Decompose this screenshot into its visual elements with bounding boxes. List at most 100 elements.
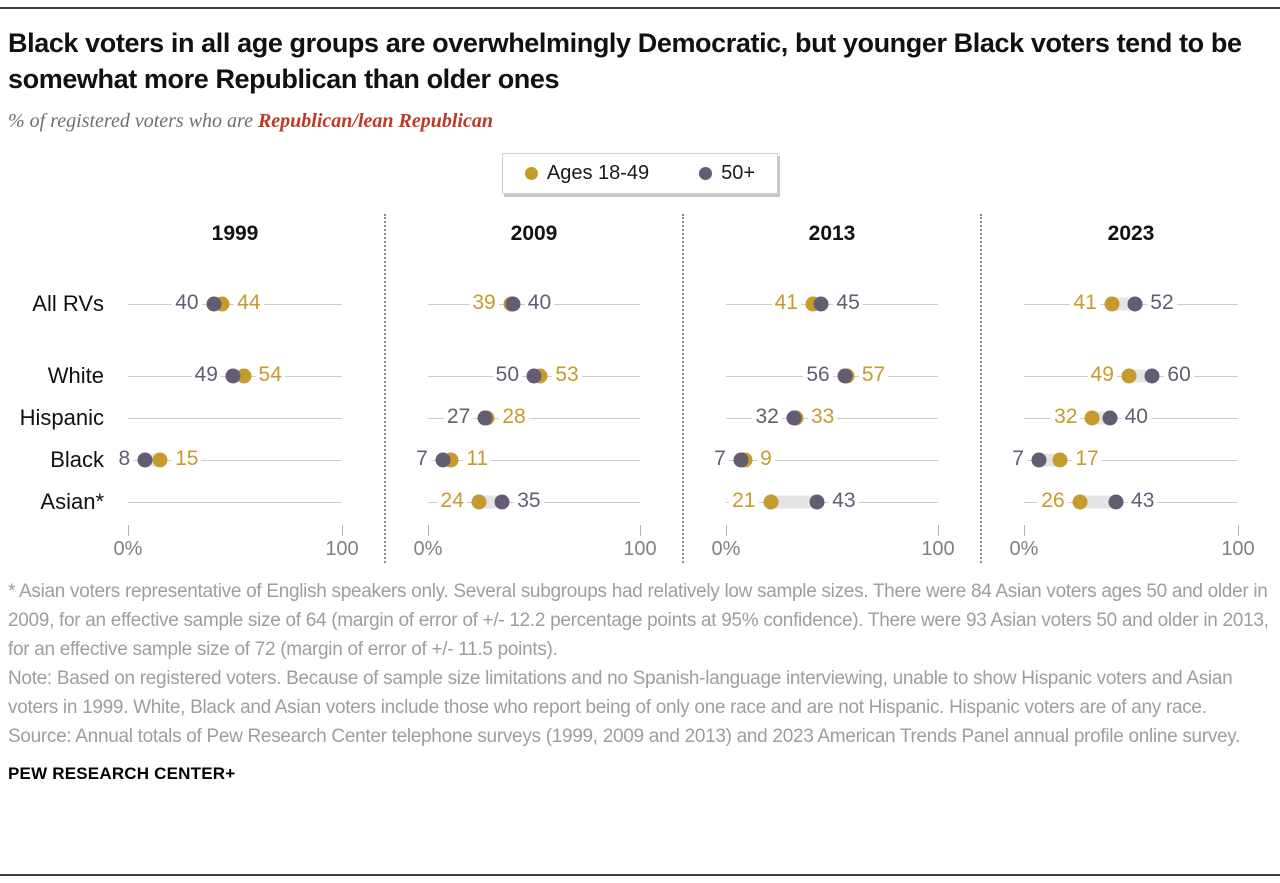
dot-ages-50-plus [526,368,542,384]
row-label-hispanic: Hispanic [19,405,104,430]
panel-year-header: 1999 [211,222,259,245]
dot-ages-50-plus [786,410,802,426]
value-label-ages-18-49: 9 [757,446,775,472]
row-label-asian-: Asian* [40,489,104,514]
dot-ages-50-plus [1127,296,1143,312]
axis-tick [1024,525,1025,536]
footnotes: * Asian voters representative of English… [0,577,1280,751]
panel-year-header: 2023 [1107,222,1155,245]
footnote-asterisk: * Asian voters representative of English… [8,581,1269,660]
legend-dot-50-plus-icon [699,167,713,180]
value-label-ages-50-plus: 35 [514,488,544,514]
value-label-ages-50-plus: 7 [1009,446,1027,472]
dot-ages-50-plus [225,368,241,384]
value-label-ages-18-49: 41 [1070,290,1100,316]
row-label-white: White [47,363,104,388]
connector-band [770,495,818,509]
panel-year-header: 2009 [510,222,558,245]
legend-dot-ages-18-49-icon [524,167,538,180]
axis-line [1024,459,1238,461]
dot-ages-18-49 [471,494,487,510]
value-label-ages-50-plus: 56 [803,362,833,388]
axis-line [128,417,342,419]
dot-row-2013-asian-: 21 43 [726,481,938,523]
connector-band [1079,495,1116,509]
dot-row-1999-hispanic [128,397,342,439]
value-label-ages-50-plus: 45 [833,290,863,316]
axis-tick [726,525,727,536]
value-label-ages-18-49: 41 [771,290,801,316]
axis-tick-label: 100 [325,538,359,560]
value-label-ages-50-plus: 40 [524,290,555,316]
axis-tick-label: 100 [921,538,955,560]
value-label-ages-18-49: 49 [1087,362,1117,388]
value-label-ages-50-plus: 43 [1128,488,1158,514]
axis-tick [342,525,343,536]
subtitle-highlight: Republican/lean Republican [257,110,493,132]
dot-ages-50-plus [435,452,451,468]
value-label-ages-18-49: 28 [499,404,529,430]
value-label-ages-18-49: 15 [172,446,202,472]
axis-tick-label: 0% [1009,538,1039,560]
dot-row-2013-hispanic: 32 33 [726,397,938,439]
dot-row-2013-all-rvs: 41 45 [726,283,938,325]
dot-ages-50-plus [733,452,749,468]
dot-row-2023-white: 49 60 [1024,355,1238,397]
dot-row-2009-asian-: 24 35 [428,481,640,523]
dot-ages-18-49 [1084,410,1100,426]
dot-ages-18-49 [1072,494,1088,510]
x-axis: 0% 100 [114,523,359,563]
axis-tick-label: 0% [711,538,741,560]
bottom-divider [0,874,1280,876]
dot-row-1999-asian- [128,481,342,523]
footnote-note: Note: Based on registered voters. Becaus… [8,668,1233,718]
dot-row-2009-black: 7 11 [413,439,640,481]
dot-row-2009-all-rvs: 39 40 [428,283,640,325]
legend-label-ages-18-49: Ages 18-49 [546,162,650,184]
dot-row-1999-all-rvs: 40 44 [128,283,342,325]
axis-line [428,459,640,461]
dot-ages-50-plus [1031,452,1047,468]
value-label-ages-50-plus: 32 [752,404,782,430]
subtitle-prefix: % of registered voters who are [8,110,258,132]
dot-row-2023-hispanic: 32 40 [1024,397,1238,439]
axis-line [428,417,640,419]
dot-row-2009-hispanic: 27 28 [428,397,640,439]
value-label-ages-50-plus: 8 [115,446,134,472]
dot-ages-50-plus [494,494,510,510]
value-label-ages-50-plus: 52 [1147,290,1177,316]
value-label-ages-18-49: 33 [807,404,838,430]
dot-ages-50-plus [809,494,825,510]
dot-ages-50-plus [477,410,493,426]
panel-2013: 2013 41 45 56 57 32 33 7 9 21 43 0% 100 [682,214,980,563]
dot-row-2023-asian-: 26 43 [1024,481,1238,523]
value-label-ages-50-plus: 7 [711,446,729,472]
chart-title: Black voters in all age groups are overw… [8,28,1242,94]
axis-tick [128,525,129,536]
axis-tick-label: 0% [413,538,443,560]
x-axis: 0% 100 [1010,523,1255,563]
value-label-ages-50-plus: 27 [443,404,474,430]
axis-tick [640,525,641,536]
panel-1999: 1999 40 44 49 54 8 15 0% 100 [114,214,384,563]
axis-tick [938,525,939,536]
row-label-black: Black [50,447,104,472]
value-label-ages-18-49: 21 [729,488,759,514]
row-label-column: All RVs White Hispanic Black Asian* [0,214,128,563]
footnote-source: Source: Annual totals of Pew Research Ce… [8,726,1241,747]
dot-ages-50-plus [1102,410,1118,426]
value-label-ages-18-49: 17 [1072,446,1102,472]
value-label-ages-18-49: 54 [255,362,285,388]
value-label-ages-18-49: 32 [1051,404,1081,430]
dot-ages-50-plus [206,296,222,312]
value-label-ages-50-plus: 40 [1121,404,1151,430]
dot-ages-50-plus [505,296,521,312]
dot-ages-18-49 [1104,296,1120,312]
value-label-ages-50-plus: 7 [413,446,431,472]
row-label-all-rvs: All RVs [32,291,104,316]
x-axis: 0% 100 [414,523,657,563]
legend-item-50-plus: 50+ [699,162,755,185]
legend-item-ages-18-49: Ages 18-49 [524,162,650,185]
value-label-ages-18-49: 39 [469,290,499,316]
